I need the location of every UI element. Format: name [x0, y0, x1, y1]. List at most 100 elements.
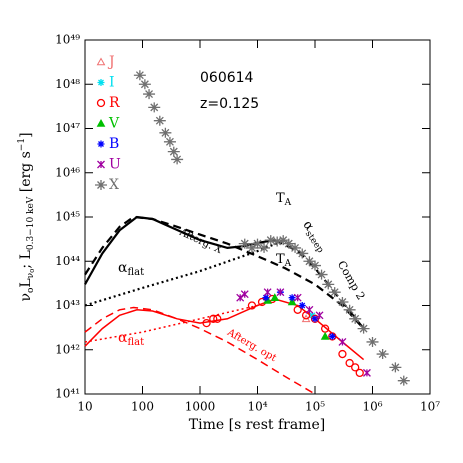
legend-label: X: [109, 177, 119, 193]
data-point: [376, 349, 389, 360]
label: TA: [276, 252, 292, 269]
data-point: [138, 79, 151, 90]
data-point: [338, 349, 347, 359]
data-point: [163, 136, 176, 147]
x-tick-label: 10: [77, 400, 92, 414]
data-point: [320, 331, 330, 340]
data-point: [293, 305, 302, 314]
data-point: [351, 363, 360, 372]
data-point: [240, 290, 249, 299]
legend-label: I: [109, 75, 115, 91]
data-point: [202, 318, 211, 328]
data-point: [328, 287, 341, 298]
model-curve: [84, 215, 365, 330]
x-tick-label: 10⁴: [247, 400, 267, 414]
data-point: [288, 294, 296, 302]
data-point: [311, 315, 319, 323]
legend-label: B: [109, 136, 119, 152]
data-point: [258, 242, 271, 253]
data-point: [296, 248, 309, 259]
legend-marker: [97, 140, 105, 148]
data-point: [349, 313, 362, 324]
legend-marker: [96, 118, 106, 127]
x-tick-label: 100: [131, 400, 154, 414]
y-tick-label: 10⁴³: [55, 298, 80, 312]
legend-marker: [97, 160, 105, 169]
model-curve: [84, 304, 258, 343]
data-point: [322, 279, 335, 290]
legend-marker: [97, 79, 105, 86]
legend-label: R: [109, 95, 120, 111]
data-point: [345, 358, 354, 368]
y-tick-label: 10⁴⁶: [55, 165, 80, 179]
x-axis-label: Time [s rest frame]: [189, 417, 325, 433]
data-point: [298, 302, 306, 309]
legend-label: V: [108, 116, 120, 132]
data-point: [247, 301, 257, 310]
y-axis-label: νoLνo; L0.3−10 keV [erg s−1]: [17, 132, 37, 301]
data-point: [303, 256, 316, 267]
data-point: [277, 235, 290, 246]
data-point: [159, 127, 172, 138]
y-tick-label: 10⁴⁷: [55, 121, 80, 135]
data-point: [289, 242, 302, 253]
data-point: [264, 235, 277, 246]
data-point: [301, 311, 311, 320]
data-point: [171, 154, 184, 165]
x-tick-label: 10⁷: [420, 400, 440, 414]
data-point: [293, 293, 302, 302]
data-point: [309, 260, 321, 271]
y-tick-label: 10⁴²: [55, 342, 80, 356]
x-tick-label: 1000: [185, 400, 216, 414]
data-point: [209, 314, 218, 323]
label: αsteep: [298, 218, 331, 255]
label: αflat: [118, 330, 144, 348]
data-point: [305, 305, 314, 314]
model-curve: [84, 306, 316, 395]
data-point: [357, 323, 370, 334]
data-point: [245, 242, 258, 253]
model-curve: [84, 239, 286, 307]
data-point: [270, 293, 280, 302]
y-tick-label: 10⁴⁸: [55, 77, 80, 91]
data-point: [143, 89, 156, 100]
data-point: [263, 288, 272, 297]
legend-marker: [95, 180, 107, 190]
data-point: [338, 337, 347, 346]
data-point: [238, 238, 251, 249]
data-point: [389, 362, 402, 373]
y-tick-label: 10⁴⁹: [55, 33, 80, 47]
legend-marker: [96, 57, 106, 66]
data-point: [213, 314, 222, 323]
data-point: [271, 236, 284, 247]
data-point: [336, 296, 349, 307]
y-tick-label: 10⁴¹: [55, 387, 80, 401]
data-point: [153, 115, 166, 126]
y-tick-label: 10⁴⁵: [55, 210, 80, 224]
data-point: [282, 238, 295, 249]
label: αflat: [118, 260, 144, 278]
annotation: 060614: [200, 70, 254, 86]
data-point: [328, 332, 336, 340]
label: TA: [276, 191, 292, 208]
data-point: [262, 294, 270, 302]
data-point: [315, 269, 328, 280]
y-tick-label: 10⁴⁴: [55, 254, 80, 268]
data-point: [148, 102, 161, 113]
data-point: [276, 288, 285, 297]
data-point: [251, 238, 264, 249]
data-point: [362, 368, 371, 377]
legend-label: J: [107, 54, 115, 70]
data-point: [355, 368, 364, 378]
data-point: [236, 293, 245, 302]
legend-label: U: [109, 157, 121, 173]
data-point: [315, 311, 324, 320]
x-tick-label: 10⁶: [362, 400, 382, 414]
data-point: [308, 311, 316, 319]
data-point: [287, 297, 297, 306]
label: Comp 2: [335, 259, 368, 303]
label: Afterg. X: [177, 227, 224, 257]
data-point: [397, 375, 410, 386]
data-point: [167, 146, 180, 157]
